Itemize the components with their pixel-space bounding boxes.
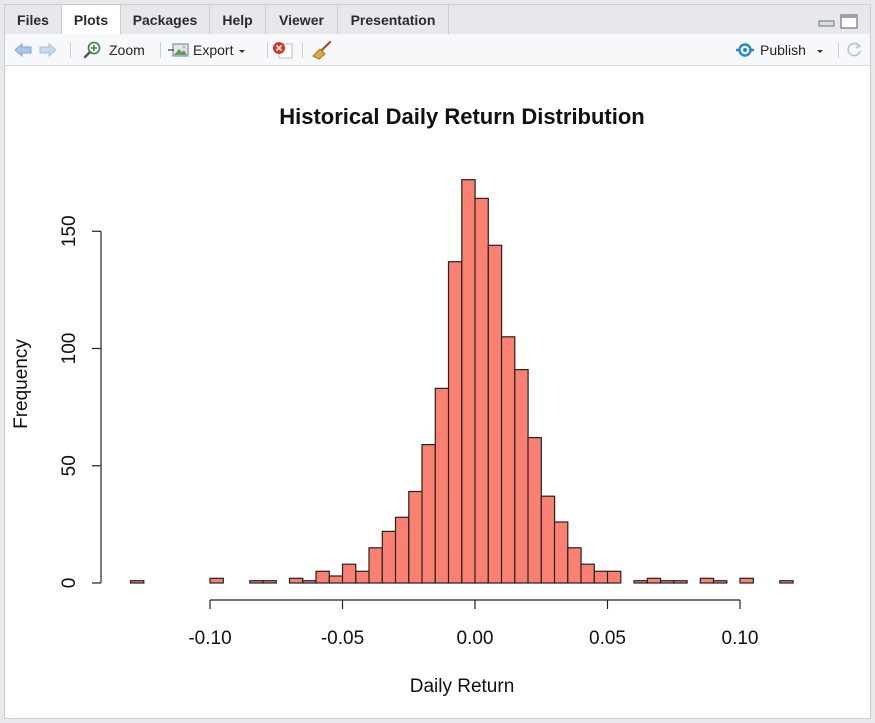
minimize-pane-icon[interactable]: [818, 14, 836, 28]
tab-files[interactable]: Files: [5, 5, 62, 34]
remove-plot-button[interactable]: [272, 34, 294, 65]
histogram-bar: [461, 179, 476, 584]
tab-packages[interactable]: Packages: [121, 5, 210, 34]
histogram-bar: [487, 244, 503, 584]
back-button[interactable]: [13, 34, 33, 65]
x-tick-label: -0.10: [188, 628, 231, 649]
zoom-button[interactable]: Zoom: [83, 34, 145, 65]
x-tick-label: 0.05: [589, 628, 626, 649]
histogram-bar: [315, 570, 330, 584]
histogram-bar: [209, 577, 224, 584]
zoom-icon: [83, 41, 101, 58]
export-label: Export: [193, 41, 234, 58]
broom-icon: [312, 40, 332, 60]
y-tick-label: 0: [59, 578, 80, 589]
refresh-icon: [847, 41, 862, 56]
histogram-bar: [673, 580, 688, 584]
arrow-right-icon: [39, 42, 57, 57]
tab-plots[interactable]: Plots: [62, 5, 121, 35]
chart-title: Historical Daily Return Distribution: [279, 104, 645, 129]
tab-presentation[interactable]: Presentation: [338, 5, 449, 34]
refresh-button[interactable]: [845, 34, 863, 65]
tab-bar: Files Plots Packages Help Viewer Present…: [5, 5, 870, 35]
tab-help[interactable]: Help: [210, 5, 266, 34]
y-tick-label: 50: [59, 455, 80, 476]
publish-label: Publish: [760, 41, 806, 58]
chart-axes: -0.10 -0.05 0.00 0.05 0.10 0 50 100 150: [59, 215, 758, 649]
zoom-label: Zoom: [109, 41, 145, 58]
tab-viewer[interactable]: Viewer: [266, 5, 338, 34]
publish-button[interactable]: Publish: [735, 34, 826, 65]
forward-button[interactable]: [38, 34, 58, 65]
histogram-bar: [474, 197, 489, 584]
export-image-icon: [168, 43, 189, 56]
histogram-bar: [779, 580, 794, 584]
histogram-bar: [606, 570, 622, 584]
histogram-bar: [328, 575, 344, 584]
x-tick-label: 0.00: [457, 628, 494, 649]
histogram-bar: [381, 530, 397, 584]
histogram-bar: [699, 577, 715, 584]
histogram-bar: [341, 563, 357, 584]
histogram-bar: [659, 580, 675, 584]
histogram-bar: [514, 369, 529, 584]
export-button[interactable]: Export: [168, 34, 248, 65]
histogram-bar: [500, 336, 516, 584]
histogram-bar: [646, 577, 662, 584]
histogram-bar: [580, 563, 595, 584]
histogram-bar: [408, 490, 423, 584]
x-tick-label: -0.05: [321, 628, 364, 649]
y-tick-label: 100: [59, 333, 80, 365]
histogram-bars: [129, 179, 794, 584]
histogram-bar: [421, 444, 436, 584]
maximize-pane-icon[interactable]: [840, 14, 860, 30]
plot-toolbar: Zoom Export: [5, 34, 870, 66]
histogram-bar: [553, 521, 569, 584]
histogram-bar: [712, 580, 728, 584]
histogram-bar: [288, 577, 304, 584]
histogram-bar: [129, 580, 145, 584]
chevron-down-icon: [816, 49, 823, 53]
publish-icon: [736, 42, 754, 57]
chevron-down-icon: [239, 49, 246, 53]
remove-plot-icon: [273, 41, 293, 58]
histogram-bar: [567, 547, 582, 584]
x-axis-label: Daily Return: [410, 676, 515, 697]
histogram-bar: [262, 580, 277, 584]
histogram-bar: [302, 580, 317, 584]
histogram-bar: [368, 547, 383, 584]
arrow-left-icon: [14, 42, 32, 57]
plots-pane: Files Plots Packages Help Viewer Present…: [4, 4, 871, 719]
histogram-bar: [434, 387, 450, 584]
histogram-bar: [527, 437, 542, 584]
histogram-bar: [739, 577, 754, 584]
histogram-bar: [633, 580, 648, 584]
histogram-bar: [249, 580, 264, 584]
histogram-bar: [447, 261, 463, 584]
y-axis-label: Frequency: [11, 339, 32, 429]
histogram-bar: [593, 570, 609, 584]
x-tick-label: 0.10: [722, 628, 759, 649]
y-tick-label: 150: [59, 215, 80, 247]
clear-all-button[interactable]: [311, 34, 333, 65]
histogram-bar: [355, 570, 370, 584]
histogram-plot: Historical Daily Return Distribution Dai…: [11, 104, 794, 697]
histogram-bar: [394, 516, 410, 584]
histogram-bar: [540, 495, 556, 584]
